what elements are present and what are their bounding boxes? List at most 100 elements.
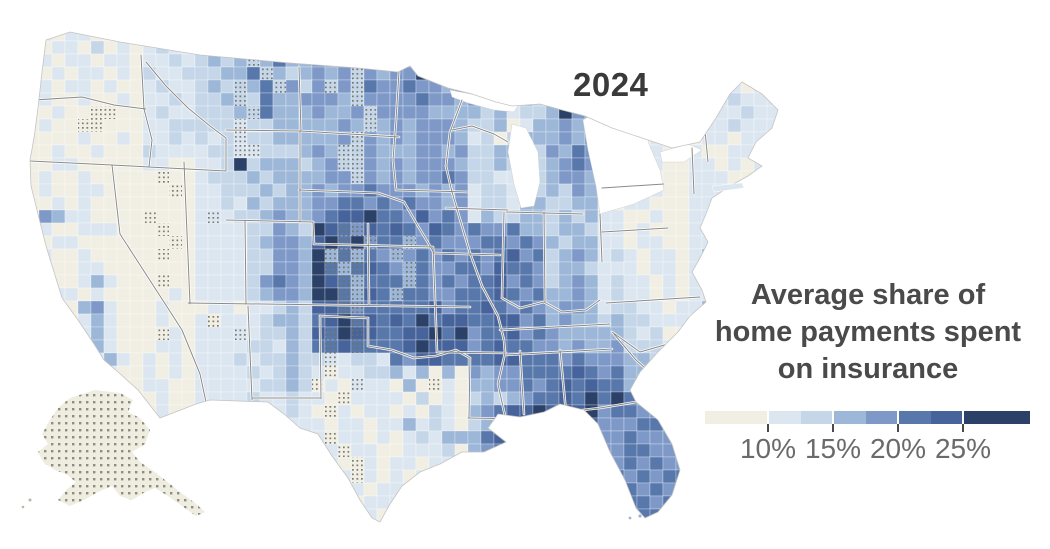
county-cell — [610, 508, 625, 522]
county-cell — [30, 261, 40, 276]
county-cell — [740, 508, 755, 522]
county-cell — [558, 326, 573, 341]
county-cell — [298, 365, 313, 380]
county-cell — [519, 66, 534, 81]
county-cell — [441, 105, 456, 120]
county-cell — [701, 53, 716, 68]
county-cell — [337, 53, 352, 68]
county-cell — [363, 261, 378, 276]
county-cell — [493, 417, 508, 432]
county-cell — [402, 391, 417, 406]
legend-tick — [897, 424, 899, 432]
county-cell — [181, 131, 196, 146]
county-cell — [402, 495, 417, 510]
county-cell — [688, 196, 703, 211]
county-cell — [506, 339, 521, 354]
county-cell — [662, 456, 677, 471]
county-cell — [155, 339, 170, 354]
county-cell — [727, 508, 742, 522]
county-cell — [506, 248, 521, 263]
county-cell — [610, 417, 625, 432]
county-cell — [324, 92, 339, 107]
county-cell — [311, 404, 326, 419]
county-cell — [155, 40, 170, 55]
county-cell — [467, 32, 482, 42]
county-cell — [662, 352, 677, 367]
county-cell — [168, 105, 183, 120]
county-cell — [662, 326, 677, 341]
county-cell — [363, 417, 378, 432]
county-cell — [662, 118, 677, 133]
county-cell — [506, 261, 521, 276]
stippled-county-cell — [234, 327, 247, 340]
county-cell — [740, 79, 755, 94]
county-cell — [168, 274, 183, 289]
county-cell — [298, 404, 313, 419]
legend-title: Average share of home payments spent on … — [690, 277, 1046, 388]
county-cell — [441, 495, 456, 510]
county-cell — [233, 183, 248, 198]
county-cell — [675, 261, 690, 276]
county-cell — [220, 326, 235, 341]
county-cell — [285, 430, 300, 445]
county-cell — [727, 261, 742, 276]
stippled-county-cell — [325, 353, 338, 366]
county-cell — [207, 443, 222, 458]
county-cell — [402, 92, 417, 107]
county-cell — [116, 508, 131, 522]
county-cell — [493, 235, 508, 250]
county-cell — [558, 92, 573, 107]
county-cell — [649, 365, 664, 380]
county-cell — [675, 352, 690, 367]
county-cell — [532, 482, 547, 497]
county-cell — [610, 274, 625, 289]
county-cell — [545, 378, 560, 393]
county-cell — [701, 521, 716, 522]
county-cell — [441, 326, 456, 341]
legend-swatch — [963, 411, 1030, 424]
county-cell — [168, 248, 183, 263]
county-cell — [480, 430, 495, 445]
county-cell — [571, 105, 586, 120]
county-cell — [194, 40, 209, 55]
county-cell — [389, 495, 404, 510]
county-cell — [467, 443, 482, 458]
county-cell — [116, 274, 131, 289]
county-cell — [402, 131, 417, 146]
county-cell — [389, 378, 404, 393]
county-cell — [90, 79, 105, 94]
county-cell — [740, 248, 755, 263]
county-cell — [51, 144, 66, 159]
county-cell — [220, 248, 235, 263]
county-cell — [740, 144, 755, 159]
county-cell — [519, 417, 534, 432]
county-cell — [610, 40, 625, 55]
county-cell — [441, 443, 456, 458]
county-cell — [272, 92, 287, 107]
county-cell — [506, 222, 521, 237]
county-cell — [337, 105, 352, 120]
stippled-county-cell — [234, 93, 247, 106]
county-cell — [376, 352, 391, 367]
county-cell — [64, 131, 79, 146]
county-cell — [714, 157, 729, 172]
county-cell — [610, 469, 625, 484]
county-cell — [259, 40, 274, 55]
county-cell — [571, 482, 586, 497]
county-cell — [428, 521, 443, 522]
county-cell — [675, 248, 690, 263]
county-cell — [467, 456, 482, 471]
county-cell — [51, 66, 66, 81]
county-cell — [220, 157, 235, 172]
county-cell — [116, 144, 131, 159]
county-cell — [38, 508, 53, 522]
county-cell — [766, 118, 778, 133]
county-cell — [129, 92, 144, 107]
county-cell — [298, 352, 313, 367]
county-cell — [246, 235, 261, 250]
county-cell — [207, 287, 222, 302]
stippled-county-cell — [208, 210, 221, 223]
stippled-county-cell — [156, 275, 169, 288]
county-cell — [376, 92, 391, 107]
county-cell — [519, 235, 534, 250]
